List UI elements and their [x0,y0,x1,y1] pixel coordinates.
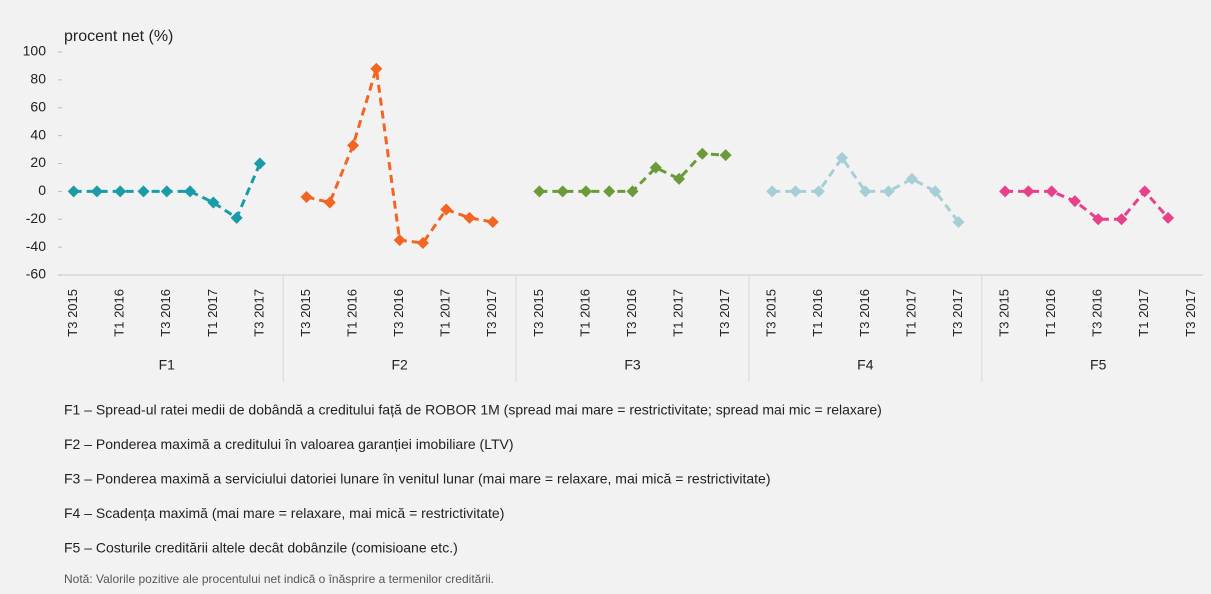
marker [137,185,150,198]
marker [836,151,849,164]
marker [184,185,197,198]
marker [673,172,686,185]
y-tick-label: -40 [26,238,46,254]
x-tick-label: T3 2015 [298,289,313,337]
marker [952,216,965,229]
legend-note: F2 – Ponderea maximă a creditului în val… [64,436,514,452]
group-label: F2 [391,357,408,373]
x-tick-label: T3 2017 [484,289,499,337]
y-tick-label: 100 [23,43,47,59]
legend-note: F1 – Spread-ul ratei medii de dobândă a … [64,402,882,418]
marker [370,62,383,75]
marker [486,216,499,229]
marker [347,139,360,152]
x-tick-label: T3 2016 [158,289,173,337]
x-tick-label: T1 2017 [1136,289,1151,337]
marker [323,196,336,209]
marker [253,157,266,170]
y-axis-label: procent net (%) [64,28,173,45]
x-tick-label: T3 2016 [1090,289,1105,337]
group-label: F4 [857,357,874,373]
marker [1162,211,1175,224]
x-tick-label: T1 2017 [903,289,918,337]
marker [859,185,872,198]
legend-note: F4 – Scadența maximă (mai mare = relaxar… [64,505,504,521]
group-label: F5 [1090,357,1107,373]
y-tick-label: 0 [38,182,46,198]
marker [882,185,895,198]
footnote: Notă: Valorile pozitive ale procentului … [64,572,494,586]
series-line [772,155,960,223]
x-tick-label: T3 2017 [950,289,965,337]
x-tick-label: T3 2017 [1183,289,1198,337]
marker [463,211,476,224]
marker [1092,213,1105,226]
x-tick-label: T3 2015 [997,289,1012,337]
x-tick-label: T3 2016 [857,289,872,337]
x-tick-label: T1 2016 [577,289,592,337]
legend-note: F5 – Costurile creditării altele decât d… [64,540,458,556]
marker [649,161,662,174]
marker [929,185,942,198]
x-tick-label: T1 2016 [345,289,360,337]
marker [579,185,592,198]
marker [626,185,639,198]
marker [556,185,569,198]
marker [1022,185,1035,198]
x-tick-label: T3 2015 [531,289,546,337]
marker [1045,185,1058,198]
y-tick-label: 40 [30,126,46,142]
x-tick-label: T3 2016 [391,289,406,337]
marker [393,234,406,247]
marker [300,190,313,203]
group-label: F1 [159,357,176,373]
marker [90,185,103,198]
y-tick-label: -20 [26,210,46,226]
y-tick-label: 60 [30,98,46,114]
marker [789,185,802,198]
marker [905,172,918,185]
marker [416,236,429,249]
x-tick-label: T3 2015 [764,289,779,337]
marker [1068,195,1081,208]
group-label: F3 [624,357,641,373]
marker [230,211,243,224]
marker [533,185,546,198]
x-tick-label: T1 2017 [205,289,220,337]
y-tick-label: 20 [30,154,46,170]
marker [1115,213,1128,226]
marker [999,185,1012,198]
x-tick-label: T3 2015 [65,289,80,337]
marker [67,185,80,198]
x-tick-label: T3 2017 [717,289,732,337]
y-tick-label: -60 [26,266,46,282]
legend-note: F3 – Ponderea maximă a serviciului dator… [64,471,771,487]
x-tick-label: T3 2016 [624,289,639,337]
marker [696,147,709,160]
marker [160,185,173,198]
x-tick-label: T1 2016 [1043,289,1058,337]
x-tick-label: T1 2017 [671,289,686,337]
x-tick-label: T3 2017 [251,289,266,337]
marker [207,196,220,209]
marker [1138,185,1151,198]
marker [812,185,825,198]
marker [719,149,732,162]
x-tick-label: T1 2016 [810,289,825,337]
marker [440,203,453,216]
marker [766,185,779,198]
x-tick-label: T1 2017 [438,289,453,337]
y-tick-label: 80 [30,71,46,87]
x-tick-label: T1 2016 [112,289,127,337]
marker [603,185,616,198]
marker [114,185,127,198]
